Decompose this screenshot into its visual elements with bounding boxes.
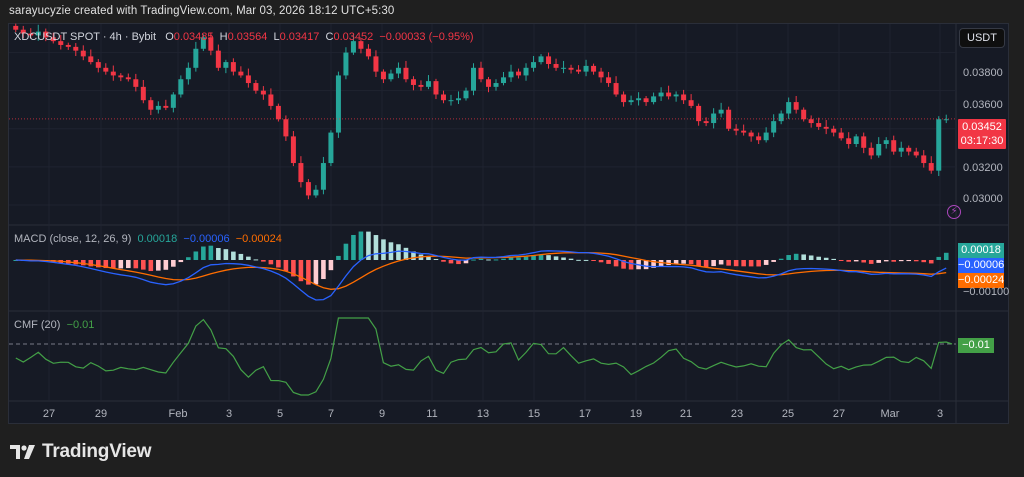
- cmf-tag: −0.01: [958, 338, 994, 353]
- time-axis-label: 23: [730, 408, 744, 420]
- close-value: 0.03452: [333, 31, 374, 43]
- macd-signal-value: −0.00024: [235, 233, 282, 245]
- last-price-tag: 0.03452 03:17:30: [958, 119, 1006, 149]
- time-axis-label: Mar: [880, 408, 900, 420]
- time-axis-label: Feb: [168, 408, 188, 420]
- macd-hist-value: 0.00018: [137, 233, 178, 245]
- time-axis-label: 21: [679, 408, 693, 420]
- low-label: L: [273, 31, 280, 43]
- price-axis-label: 0.03600: [963, 99, 1003, 111]
- tradingview-logo: TradingView: [10, 441, 152, 463]
- time-axis-label: 11: [426, 408, 438, 420]
- time-axis-label: 7: [327, 408, 335, 420]
- time-axis-label: 19: [629, 408, 643, 420]
- macd-axis-label: −0.00100: [963, 286, 1010, 298]
- cmf-title: CMF (20): [14, 319, 61, 331]
- lightning-icon[interactable]: ⚡: [947, 205, 961, 219]
- open-label: O: [165, 31, 174, 43]
- open-value: 0.03485: [173, 31, 214, 43]
- change-value: −0.00033 (−0.95%): [379, 31, 474, 43]
- chart-frame[interactable]: [8, 23, 1009, 424]
- macd-hist-tag: 0.00018: [958, 243, 1004, 258]
- time-axis-label: 13: [476, 408, 490, 420]
- low-value: 0.03417: [279, 31, 320, 43]
- time-axis-label: 9: [378, 408, 386, 420]
- time-axis-label: 27: [42, 408, 56, 420]
- symbol-name[interactable]: XDCUSDT SPOT · 4h · Bybit: [14, 31, 157, 43]
- chart-attribution: sarayucyzie created with TradingView.com…: [9, 5, 395, 17]
- time-axis-label: 29: [94, 408, 108, 420]
- symbol-legend[interactable]: XDCUSDT SPOT · 4h · Bybit O0.03485 H0.03…: [14, 31, 474, 43]
- cmf-value: −0.01: [66, 319, 95, 331]
- currency-button[interactable]: USDT: [959, 28, 1005, 48]
- price-axis-label: 0.03000: [963, 193, 1003, 205]
- high-label: H: [219, 31, 228, 43]
- price-axis-label: 0.03800: [963, 67, 1003, 79]
- tradingview-logo-icon: [10, 445, 35, 459]
- high-value: 0.03564: [227, 31, 268, 43]
- time-axis-label: 5: [276, 408, 284, 420]
- time-axis-label: 25: [781, 408, 795, 420]
- last-price-value: 0.03452: [962, 121, 1002, 133]
- time-axis-label: 15: [527, 408, 541, 420]
- macd-signal-tag: −0.00024: [958, 273, 1005, 288]
- bar-countdown: 03:17:30: [960, 135, 1004, 147]
- time-axis-label: 3: [225, 408, 233, 420]
- brand-name: TradingView: [42, 441, 152, 462]
- close-label: C: [325, 31, 334, 43]
- time-axis-label: 17: [578, 408, 592, 420]
- time-axis-label: 27: [832, 408, 846, 420]
- time-axis-label: 3: [936, 408, 944, 420]
- price-axis-label: 0.03200: [963, 162, 1003, 174]
- cmf-legend[interactable]: CMF (20) −0.01: [14, 319, 94, 331]
- macd-line-value: −0.00006: [183, 233, 230, 245]
- macd-legend[interactable]: MACD (close, 12, 26, 9) 0.00018 −0.00006…: [14, 233, 282, 245]
- macd-line-tag: −0.00006: [958, 258, 1005, 273]
- macd-title: MACD (close, 12, 26, 9): [14, 233, 132, 245]
